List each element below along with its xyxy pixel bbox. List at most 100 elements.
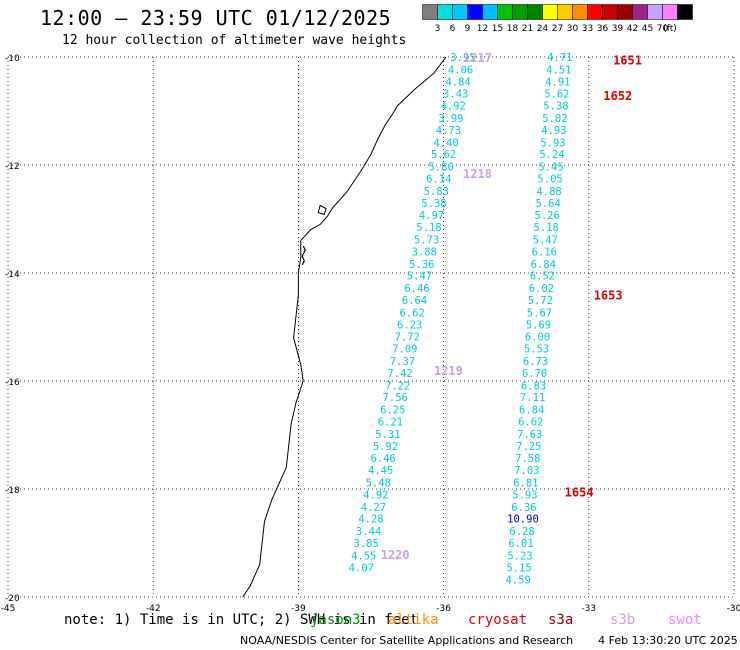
wave-height-value: 4.73 <box>436 125 461 137</box>
scale-tick-label: 27 <box>552 24 563 34</box>
wave-height-value: 4.88 <box>536 186 561 198</box>
wave-height-value: 6.62 <box>399 307 424 319</box>
lat-tick-label: -12 <box>5 162 20 172</box>
wave-height-value: 6.62 <box>518 417 543 429</box>
wave-height-value: 6.28 <box>509 526 534 538</box>
wave-height-value: 5.92 <box>373 441 398 453</box>
wave-height-value: 3.99 <box>438 113 463 125</box>
map-title: 12:00 – 23:59 UTC 01/12/2025 <box>40 6 392 30</box>
wave-height-value: 6.36 <box>511 502 536 514</box>
scale-tick-label: 3 <box>435 24 441 34</box>
wave-height-value: 6.21 <box>378 417 403 429</box>
wave-height-value: 10.90 <box>507 514 539 526</box>
wave-height-value: 5.18 <box>534 222 559 234</box>
wave-height-value: 4.71 <box>547 52 572 64</box>
wave-height-value: 7.72 <box>395 332 420 344</box>
wave-height-value: 6.00 <box>525 332 550 344</box>
wave-height-value: 5.26 <box>535 210 560 222</box>
scale-tick-label: 24 <box>537 24 549 34</box>
legend-s3b: s3b <box>610 612 636 628</box>
wave-height-value: 5.53 <box>524 344 549 356</box>
lon-tick-label: -39 <box>291 604 306 612</box>
legend-jason3: jason3 <box>310 612 361 628</box>
lon-tick-label: -33 <box>581 604 596 612</box>
legend-s3a: s3a <box>548 612 574 628</box>
lon-tick-label: -42 <box>146 604 161 612</box>
wave-height-value: 4.59 <box>505 575 530 587</box>
wave-height-value: 5.73 <box>414 235 439 247</box>
wave-height-value: 7.42 <box>387 368 412 380</box>
wave-height-value: 3.85 <box>354 538 379 550</box>
wave-height-value: 6.84 <box>531 259 556 271</box>
scale-tick-label: 6 <box>450 24 456 34</box>
scale-tick-label: 33 <box>582 24 593 34</box>
wave-height-value: 5.38 <box>543 101 568 113</box>
wave-height-value: 5.38 <box>421 198 446 210</box>
wave-height-value: 5.45 <box>538 162 563 174</box>
lon-tick-label: -45 <box>1 604 16 612</box>
wave-height-value: 5.47 <box>533 235 558 247</box>
wave-height-value: 5.31 <box>375 429 400 441</box>
wave-height-value: 4.45 <box>368 465 393 477</box>
wave-height-value: 7.03 <box>514 465 539 477</box>
wave-height-value: 6.14 <box>426 174 451 186</box>
wave-height-value: 6.02 <box>529 283 554 295</box>
island-outline <box>301 245 306 266</box>
pass-number-label: 1651 <box>613 54 642 68</box>
wave-height-value: 7.25 <box>516 441 541 453</box>
scale-tick-label: 42 <box>627 24 638 34</box>
pass-number-label: 1653 <box>594 289 623 303</box>
wave-height-value: 6.84 <box>519 405 544 417</box>
wave-height-value: 4.40 <box>433 137 458 149</box>
wave-height-value: 4.28 <box>358 514 383 526</box>
wave-height-value: 4.06 <box>448 64 473 76</box>
pass-number-label: 1654 <box>565 486 594 500</box>
wave-height-value: 4.91 <box>545 76 570 88</box>
credit-text: NOAA/NESDIS Center for Satellite Applica… <box>240 634 574 647</box>
wave-height-value: 4.92 <box>363 489 388 501</box>
wave-height-value: 5.69 <box>526 319 551 331</box>
scale-tick-label: 12 <box>477 24 488 34</box>
wave-height-value: 6.23 <box>397 319 422 331</box>
wave-height-value: 4.07 <box>349 562 374 574</box>
wave-height-value: 5.36 <box>409 259 434 271</box>
lat-tick-label: -16 <box>5 378 20 388</box>
pass-number-label: 1219 <box>434 364 463 378</box>
wave-height-color-scale: 3 6 9 12 15 18 21 24 27 30 33 36 39 42 45 70(ft) <box>422 4 693 34</box>
wave-height-value: 6.81 <box>513 478 538 490</box>
pass-number-label: 1217 <box>463 51 492 65</box>
wave-height-value: 5.62 <box>431 149 456 161</box>
wave-height-value: 7.22 <box>385 380 410 392</box>
wave-height-value: 6.52 <box>530 271 555 283</box>
wave-height-value: 5.02 <box>542 113 567 125</box>
wave-height-value: 4.84 <box>445 76 470 88</box>
wave-height-value: 5.18 <box>416 222 441 234</box>
wave-height-value: 7.63 <box>517 429 542 441</box>
wave-height-value: 6.25 <box>380 405 405 417</box>
wave-height-value: 4.27 <box>361 502 386 514</box>
lat-tick-label: -18 <box>5 486 20 496</box>
wave-height-value: 5.72 <box>528 295 553 307</box>
wave-height-value: 4.51 <box>546 64 571 76</box>
wave-height-value: 5.15 <box>506 562 531 574</box>
wave-height-value: 3.43 <box>443 89 468 101</box>
wave-height-value: 5.62 <box>544 89 569 101</box>
wave-height-value: 5.47 <box>407 271 432 283</box>
wave-height-value: 5.64 <box>535 198 560 210</box>
scale-tick-label: 45 <box>642 24 653 34</box>
wave-height-value: 6.46 <box>404 283 429 295</box>
wave-height-value: 5.93 <box>540 137 565 149</box>
scale-unit-label: (ft) <box>663 24 677 34</box>
wave-height-value: 6.73 <box>523 356 548 368</box>
lon-tick-label: -36 <box>436 604 451 612</box>
scale-tick-label: 18 <box>507 24 519 34</box>
timestamp-text: 4 Feb 13:30:20 UTC 2025 <box>598 634 738 647</box>
lat-tick-label: -14 <box>5 270 20 280</box>
wave-height-value: 3.44 <box>356 526 381 538</box>
pass-number-label: 1220 <box>381 548 410 562</box>
lon-tick-label: -30 <box>727 604 740 612</box>
wave-height-value: 6.01 <box>508 538 533 550</box>
footer-credit: NOAA/NESDIS Center for Satellite Applica… <box>240 634 738 647</box>
coastline <box>242 56 447 598</box>
scale-tick-label: 70 <box>657 24 669 34</box>
